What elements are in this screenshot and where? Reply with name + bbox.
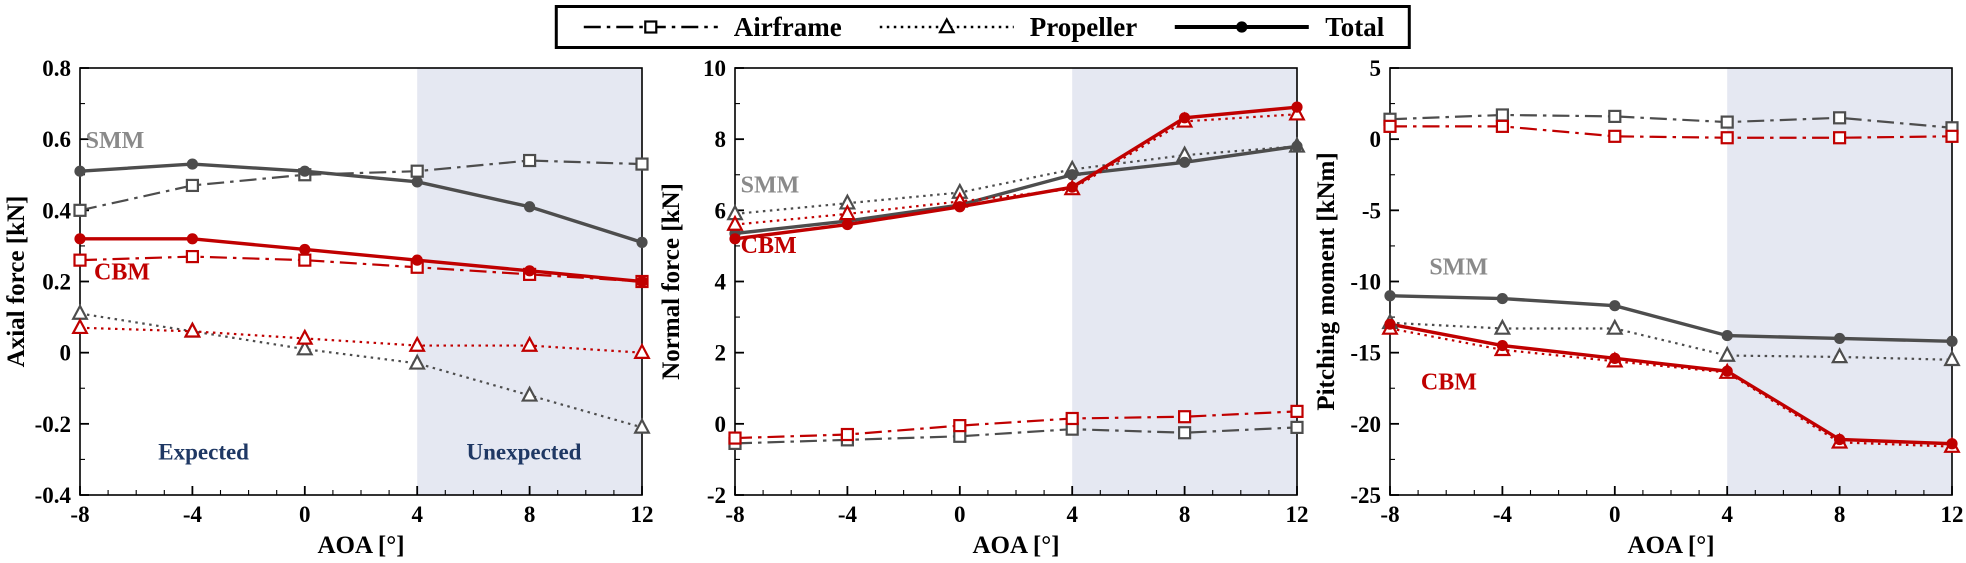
svg-text:4: 4: [715, 270, 727, 295]
svg-text:CBM: CBM: [94, 260, 150, 286]
svg-text:-25: -25: [1350, 483, 1381, 508]
svg-text:12: 12: [1286, 502, 1309, 527]
svg-text:0: 0: [1370, 127, 1382, 152]
svg-text:CBM: CBM: [1421, 370, 1477, 396]
legend-label-propeller: Propeller: [1029, 11, 1138, 42]
chart-pitching-moment: -8 -4 0 4 8 12 -25 -20 -15 -10 -5 0 5 AOA [°] Pitching…: [1310, 56, 1965, 563]
svg-text:AOA [°]: AOA [°]: [972, 532, 1059, 559]
plot-svg: -8 -4 0 4 8 12 -2 0 2 4 6 8 10 AOA [°] Normal force [k…: [658, 56, 1309, 559]
legend: Airframe Propeller Total: [554, 5, 1412, 49]
svg-text:12: 12: [1941, 502, 1964, 527]
svg-text:-8: -8: [725, 502, 744, 527]
series-line-cbm-total: [1389, 322, 1953, 446]
svg-text:Normal force [kN]: Normal force [kN]: [658, 183, 685, 380]
svg-text:0.4: 0.4: [42, 198, 71, 223]
svg-text:-4: -4: [838, 502, 858, 527]
series-line-smm-total: [79, 162, 643, 244]
series-lines: [79, 159, 643, 429]
svg-text:8: 8: [715, 127, 727, 152]
svg-text:Axial force [kN]: Axial force [kN]: [3, 196, 30, 368]
svg-text:SMM: SMM: [86, 128, 145, 154]
svg-text:-2: -2: [707, 483, 726, 508]
svg-text:2: 2: [715, 341, 727, 366]
series-line-smm-airframe: [1389, 113, 1953, 129]
series-markers: [1381, 108, 1961, 453]
svg-text:4: 4: [1066, 502, 1078, 527]
svg-text:0: 0: [60, 341, 72, 366]
svg-text:12: 12: [631, 502, 654, 527]
axes: -8 -4 0 4 8 12 -0.4 -0.2 0 0.2 0.4 0.6 0.8: [35, 56, 654, 527]
legend-item-total: Total: [1173, 13, 1384, 41]
series-line-cbm-airframe: [734, 410, 1298, 440]
svg-text:0.2: 0.2: [42, 270, 71, 295]
svg-text:-4: -4: [1493, 502, 1513, 527]
total-line-sample-icon: [1173, 13, 1311, 41]
series-line-smm-airframe: [79, 159, 643, 212]
svg-text:-15: -15: [1350, 341, 1381, 366]
shaded-region: [1072, 68, 1297, 495]
svg-text:8: 8: [1179, 502, 1191, 527]
svg-text:-10: -10: [1350, 270, 1381, 295]
airframe-line-sample-icon: [582, 13, 720, 41]
legend-label-airframe: Airframe: [733, 11, 842, 42]
shaded-region: [417, 68, 642, 495]
svg-text:SMM: SMM: [1429, 254, 1488, 280]
svg-text:0.6: 0.6: [42, 127, 71, 152]
svg-text:5: 5: [1370, 58, 1382, 81]
chart-normal-force: -8 -4 0 4 8 12 -2 0 2 4 6 8 10 AOA [°] Normal force [k…: [655, 56, 1310, 563]
svg-text:-8: -8: [1380, 502, 1399, 527]
svg-text:8: 8: [1834, 502, 1846, 527]
svg-text:Expected: Expected: [158, 439, 249, 464]
series-line-smm-total: [734, 144, 1298, 236]
svg-text:-20: -20: [1350, 412, 1381, 437]
legend-item-airframe: Airframe: [582, 13, 842, 41]
series-line-cbm-airframe: [1390, 125, 1953, 139]
series-line-smm-propeller: [79, 312, 643, 429]
svg-text:0: 0: [954, 502, 966, 527]
svg-text:4: 4: [411, 502, 423, 527]
plot-svg: -8 -4 0 4 8 12 -0.4 -0.2 0 0.2 0.4 0.6 0.8 AOA [°] Axi…: [3, 56, 654, 559]
svg-text:CBM: CBM: [741, 233, 797, 259]
svg-text:0: 0: [715, 412, 727, 437]
svg-text:10: 10: [703, 58, 726, 81]
series-lines: [734, 105, 1298, 445]
chart-axial-force: -8 -4 0 4 8 12 -0.4 -0.2 0 0.2 0.4 0.6 0.8 AOA [°] Axi…: [0, 56, 655, 563]
series-line-cbm-propeller: [1389, 327, 1953, 448]
legend-item-propeller: Propeller: [878, 13, 1137, 41]
svg-text:AOA [°]: AOA [°]: [1627, 532, 1714, 559]
svg-text:8: 8: [524, 502, 536, 527]
axes: -8 -4 0 4 8 12 -25 -20 -15 -10 -5 0 5: [1350, 56, 1964, 527]
propeller-line-sample-icon: [878, 13, 1016, 41]
svg-text:AOA [°]: AOA [°]: [317, 532, 404, 559]
series-line-cbm-airframe: [79, 255, 643, 283]
series-line-cbm-propeller: [79, 326, 643, 354]
svg-text:-4: -4: [183, 502, 203, 527]
plot-svg: -8 -4 0 4 8 12 -25 -20 -15 -10 -5 0 5 AOA [°] Pitching…: [1313, 56, 1964, 559]
axes: -8 -4 0 4 8 12 -2 0 2 4 6 8 10: [703, 56, 1309, 527]
svg-text:-0.2: -0.2: [35, 412, 71, 437]
svg-text:-8: -8: [70, 502, 89, 527]
series-line-smm-airframe: [734, 426, 1298, 445]
series-line-smm-total: [1389, 294, 1953, 343]
svg-text:0: 0: [1609, 502, 1621, 527]
series-lines: [1389, 113, 1953, 448]
series-markers: [726, 101, 1306, 451]
svg-text:Unexpected: Unexpected: [466, 439, 581, 464]
svg-text:SMM: SMM: [741, 173, 800, 199]
svg-text:-0.4: -0.4: [35, 483, 72, 508]
svg-text:Pitching moment [kNm]: Pitching moment [kNm]: [1313, 152, 1340, 410]
charts-row: -8 -4 0 4 8 12 -0.4 -0.2 0 0.2 0.4 0.6 0.8 AOA [°] Axi…: [0, 56, 1965, 563]
svg-text:0: 0: [299, 502, 311, 527]
series-line-cbm-total: [734, 105, 1298, 241]
series-line-cbm-total: [80, 237, 643, 284]
svg-text:6: 6: [715, 198, 727, 223]
svg-text:0.8: 0.8: [42, 58, 71, 81]
legend-label-total: Total: [1325, 11, 1385, 42]
svg-text:-5: -5: [1362, 198, 1381, 223]
series-markers: [71, 153, 651, 434]
svg-text:4: 4: [1721, 502, 1733, 527]
